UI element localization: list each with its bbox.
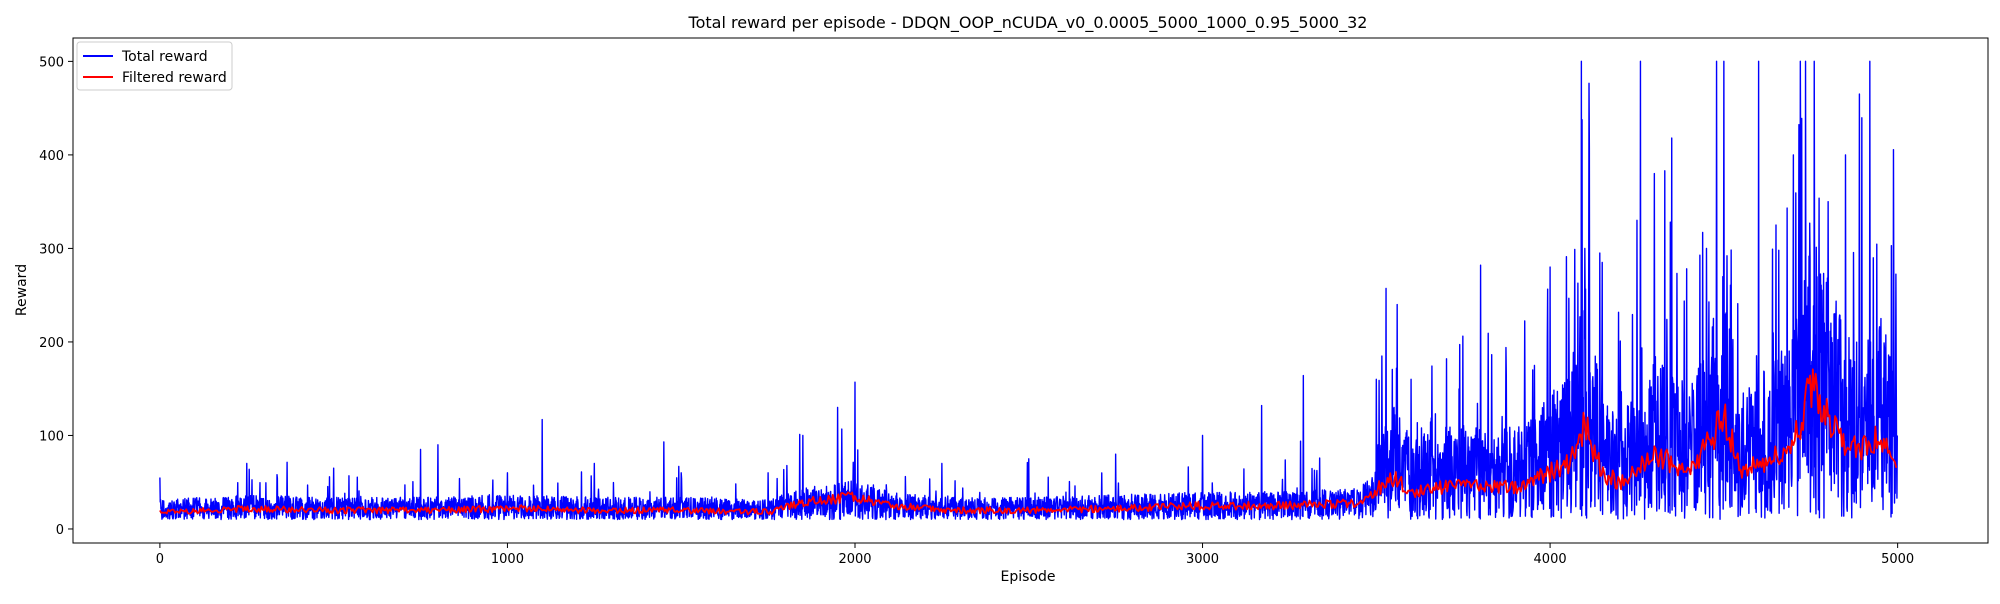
legend-box (76, 41, 233, 91)
y-tick-label: 500 (39, 55, 64, 70)
x-tick-label: 2000 (838, 552, 871, 567)
y-axis: 0 100 200 300 400 500 (39, 55, 73, 538)
x-tick-label: 3000 (1186, 552, 1219, 567)
y-tick-label: 200 (39, 336, 64, 351)
filtered-reward-series-line (159, 368, 1898, 516)
y-tick-label: 100 (39, 429, 64, 444)
y-axis-label: Reward (14, 264, 30, 316)
x-tick-label: 0 (156, 552, 164, 567)
y-tick-label: 400 (39, 149, 64, 164)
x-axis-label: Episode (1001, 569, 1056, 585)
legend-filtered-reward-label: Filtered reward (122, 70, 227, 86)
x-tick-label: 1000 (491, 552, 524, 567)
x-axis: 0 1000 2000 3000 4000 5000 (156, 543, 1914, 567)
legend-total-reward-label: Total reward (121, 49, 208, 65)
y-tick-label: 0 (56, 523, 64, 538)
x-tick-label: 5000 (1881, 552, 1914, 567)
x-tick-label: 4000 (1534, 552, 1567, 567)
plot-area (159, 60, 1898, 521)
axes-frame (72, 37, 1989, 544)
y-tick-label: 300 (39, 242, 64, 257)
legend: Total reward Filtered reward (76, 41, 233, 91)
chart-title: Total reward per episode - DDQN_OOP_nCUD… (688, 13, 1368, 33)
